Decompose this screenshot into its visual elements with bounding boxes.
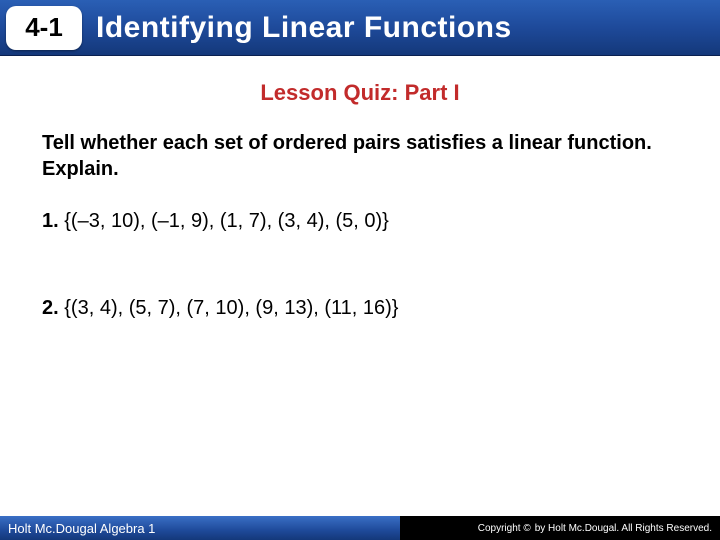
copyright-text: by Holt Mc.Dougal. All Rights Reserved. xyxy=(535,523,712,534)
lesson-number-badge: 4-1 xyxy=(6,6,82,50)
header-bar: 4-1 Identifying Linear Functions xyxy=(0,0,720,56)
content-area: Lesson Quiz: Part I Tell whether each se… xyxy=(0,56,720,320)
quiz-title: Lesson Quiz: Part I xyxy=(42,80,678,106)
question-1: 1. {(–3, 10), (–1, 9), (1, 7), (3, 4), (… xyxy=(42,210,678,233)
footer-copyright: Copyright © by Holt Mc.Dougal. All Right… xyxy=(400,516,720,540)
question-number: 2. xyxy=(42,297,59,319)
question-text: {(–3, 10), (–1, 9), (1, 7), (3, 4), (5, … xyxy=(64,210,389,232)
copyright-label: Copyright © xyxy=(478,523,531,534)
header-title: Identifying Linear Functions xyxy=(96,11,512,45)
question-number: 1. xyxy=(42,210,59,232)
footer-textbook-name: Holt Mc.Dougal Algebra 1 xyxy=(0,516,400,540)
question-text: {(3, 4), (5, 7), (7, 10), (9, 13), (11, … xyxy=(64,297,398,319)
quiz-instruction: Tell whether each set of ordered pairs s… xyxy=(42,130,678,182)
question-2: 2. {(3, 4), (5, 7), (7, 10), (9, 13), (1… xyxy=(42,297,678,320)
footer: Holt Mc.Dougal Algebra 1 Copyright © by … xyxy=(0,516,720,540)
